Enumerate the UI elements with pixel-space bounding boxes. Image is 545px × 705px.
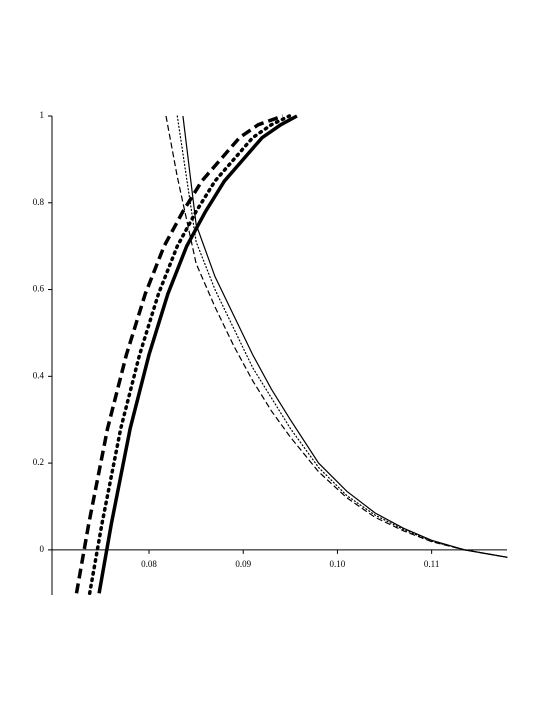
curve — [97, 114, 298, 594]
y-tick-label: 0.4 — [33, 370, 45, 380]
y-tick-label: 0 — [40, 544, 45, 554]
y-tick-label: 1 — [40, 110, 45, 120]
x-tick-label: 0.11 — [424, 559, 439, 569]
curve — [182, 115, 508, 558]
y-tick-label: 0.2 — [33, 457, 44, 467]
y-tick-label: 0.6 — [33, 284, 45, 294]
y-tick-label: 0.8 — [33, 197, 45, 207]
curve — [165, 115, 508, 558]
curve — [87, 114, 292, 595]
x-tick-label: 0.09 — [235, 559, 251, 569]
curve — [176, 115, 508, 558]
x-tick-label: 0.08 — [141, 559, 157, 569]
x-tick-label: 0.10 — [330, 559, 346, 569]
plot-area — [74, 114, 508, 595]
curve — [74, 114, 284, 594]
